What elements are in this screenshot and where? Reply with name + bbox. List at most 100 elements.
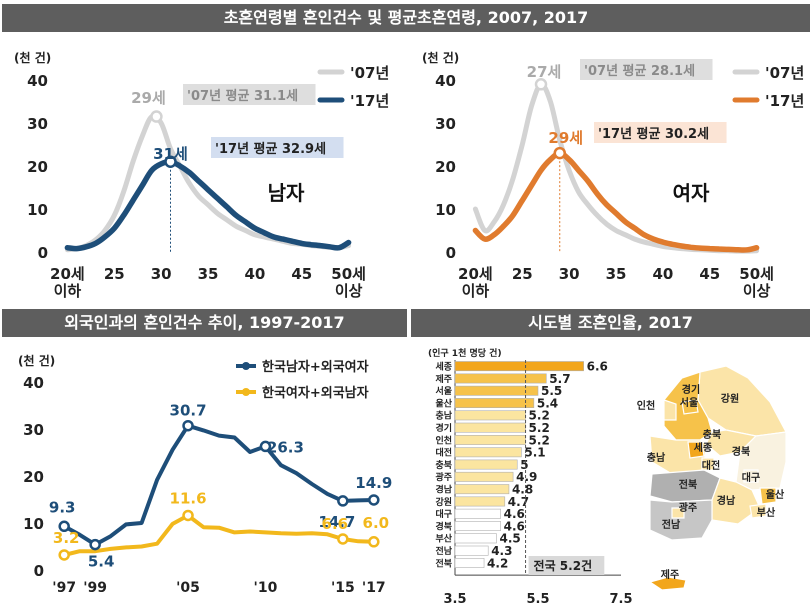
x-tick-label: 45	[291, 265, 312, 283]
map-region-busan	[749, 503, 767, 519]
peak-label-2017: 29세	[548, 129, 583, 147]
data-point-marker	[337, 533, 349, 545]
x-tick-label: 25	[512, 265, 533, 283]
x-tick-label: 30	[559, 265, 580, 283]
bar-2	[454, 373, 547, 384]
data-point-marker	[89, 538, 101, 551]
regional-bar-chart: (인구 1천 명당 건) 세종 6.6 제주 5.7 서울 5.5 울산 5.4 충남 5.2 경기 5…	[428, 347, 633, 607]
map-region-label: 경기	[682, 383, 700, 396]
bar-category-label: 서울	[435, 385, 452, 397]
map-region-label: 강원	[721, 392, 739, 405]
y-axis-label: (천 건)	[18, 353, 55, 368]
data-point-marker	[337, 495, 349, 507]
bar-value-label: 4.7	[508, 495, 529, 509]
legend-swatch-dot	[242, 388, 250, 396]
bar-category-label: 울산	[435, 397, 452, 409]
map-region-label: 제주	[661, 568, 679, 581]
x-tick-label: 35	[198, 265, 219, 283]
avg-note-bg-2007	[183, 84, 316, 105]
bar-category-label: 대구	[435, 508, 452, 520]
bar-category-label: 광주	[435, 471, 452, 483]
avg-note-2007: '07년 평균 31.1세	[187, 88, 298, 104]
x-tick-label: '15	[331, 580, 355, 596]
bar-value-label: 5.4	[537, 396, 558, 410]
y-tick-label: 10	[435, 201, 456, 219]
x-tick-label-line2: 이상	[335, 282, 363, 300]
map-region-seoul	[681, 399, 699, 415]
map-region-label: 대구	[742, 471, 760, 484]
data-label: 6.0	[363, 514, 390, 532]
map-region-ulsan	[759, 487, 777, 505]
bar-x-tick-label: 5.5	[526, 592, 549, 607]
national-reference-bg	[528, 556, 605, 575]
legend-label: '07년	[765, 64, 804, 82]
x-tick-label: 40	[652, 265, 673, 283]
bar-3	[454, 385, 539, 396]
peak-label-2007: 29세	[131, 89, 166, 107]
map-region-label: 광주	[679, 502, 697, 514]
bar-value-label: 5.7	[549, 372, 570, 386]
bar-value-label: 4.6	[504, 507, 525, 521]
banner-top-title: 초혼연령별 혼인건수 및 평균초혼연령, 2007, 2017	[2, 4, 810, 32]
data-point-marker	[259, 440, 272, 453]
bar-category-label: 대전	[435, 447, 452, 459]
bar-value-label: 4.9	[516, 470, 537, 484]
bar-category-label: 전북	[435, 557, 452, 569]
plot-area	[472, 81, 760, 254]
series-line-korean-men	[63, 423, 374, 547]
data-label: 3.2	[53, 529, 80, 547]
data-label: 6.6	[322, 515, 349, 533]
bar-13	[454, 508, 501, 519]
bar-category-label: 충북	[435, 459, 452, 471]
map-region-incheon	[663, 399, 677, 421]
bar-5	[454, 410, 526, 421]
map-region-label: 울산	[766, 488, 785, 501]
x-tick-label: '05	[176, 580, 200, 596]
bar-12	[454, 496, 506, 507]
bar-category-label: 경남	[435, 484, 452, 496]
map-region-label: 인천	[637, 399, 655, 412]
bar-value-label: 4.6	[504, 519, 525, 533]
y-tick-label: 10	[23, 515, 44, 533]
panel-label: 여자	[673, 181, 710, 205]
legend-label: '17년	[350, 92, 389, 110]
data-label: 11.6	[170, 489, 207, 507]
x-tick-label-line2: 이상	[743, 282, 771, 300]
map-region-label: 충북	[703, 428, 721, 441]
bar-value-label: 5	[520, 458, 528, 472]
bar-x-tick-label: 7.5	[609, 592, 632, 607]
data-point-marker	[368, 536, 380, 548]
bar-value-label: 5.2	[529, 421, 550, 435]
data-label: 26.3	[267, 438, 304, 456]
y-tick-label: 0	[38, 244, 48, 262]
legend-label: '17년	[765, 92, 804, 110]
legend-label: '07년	[350, 64, 389, 82]
y-tick-label: 30	[27, 115, 48, 133]
bar-4	[454, 398, 535, 408]
avg-note-bg-2007	[580, 59, 713, 80]
bar-value-label: 4.8	[512, 483, 533, 497]
y-axis-label: (천 건)	[14, 50, 51, 65]
bar-7	[454, 434, 526, 445]
y-tick-label: 40	[23, 374, 44, 392]
bar-x-tick-label: 3.5	[443, 592, 466, 607]
bar-8	[454, 447, 522, 458]
x-tick-label: 35	[606, 265, 627, 283]
banner-regional-rate-title: 시도별 조혼인율, 2017	[411, 309, 810, 337]
bar-15	[454, 533, 497, 544]
series-line-2007	[472, 81, 760, 254]
peak-marker-2007	[150, 110, 163, 123]
map-region-label: 경북	[732, 445, 750, 458]
series-line-2017	[64, 158, 352, 252]
x-tick-label-line2: 이하	[54, 282, 82, 300]
bar-value-label: 4.2	[487, 556, 508, 570]
avg-note-2017: '17년 평균 32.9세	[215, 141, 326, 157]
legend-swatch-dot	[242, 362, 250, 370]
data-label: 30.7	[170, 402, 207, 420]
map-region-label: 부산	[757, 506, 776, 519]
bar-category-label: 경기	[435, 422, 452, 434]
data-point-marker	[58, 520, 70, 533]
bar-value-label: 4.3	[491, 544, 512, 558]
